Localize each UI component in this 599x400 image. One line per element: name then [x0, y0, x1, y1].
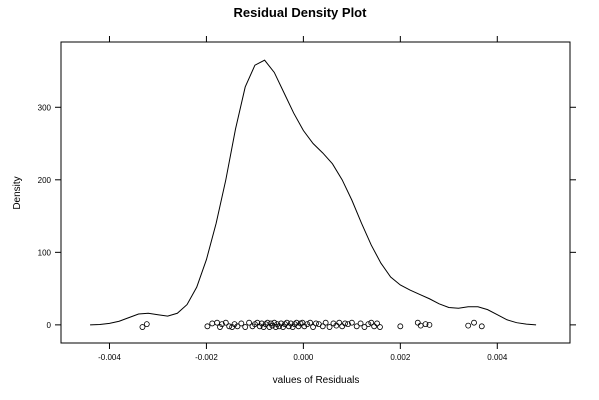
rug-point — [322, 319, 329, 326]
density-curve — [90, 59, 537, 326]
rug-point — [266, 324, 273, 330]
rug-point — [426, 321, 433, 328]
x-tick-label: 0.002 — [390, 353, 411, 362]
rug-point — [319, 323, 326, 330]
rug-points — [139, 319, 485, 330]
rug-point — [222, 319, 229, 326]
rug-point — [313, 320, 319, 327]
rug-point — [353, 323, 360, 330]
rug-point — [478, 323, 485, 330]
chart-title: Residual Density Plot — [234, 5, 368, 20]
y-tick-label: 200 — [38, 176, 52, 185]
x-tick-label: -0.004 — [98, 353, 121, 362]
rug-point — [365, 321, 372, 328]
rug-point — [333, 322, 340, 329]
rug-point — [209, 320, 216, 327]
rug-point — [139, 324, 146, 330]
x-tick-label: 0.004 — [487, 353, 508, 362]
rug-point — [342, 320, 348, 327]
rug-point — [272, 324, 279, 330]
rug-point — [289, 324, 296, 330]
x-tick-label: -0.002 — [195, 353, 218, 362]
rug-point — [368, 319, 375, 326]
y-tick-label: 300 — [38, 103, 52, 112]
rug-point — [285, 323, 292, 330]
rug-point — [417, 322, 424, 329]
rug-point — [217, 324, 223, 330]
rug-point — [242, 324, 249, 330]
rug-point — [260, 324, 267, 330]
rug-point — [397, 323, 404, 330]
rug-point — [326, 324, 333, 330]
rug-point — [143, 321, 150, 328]
rug-point — [256, 323, 263, 330]
rug-point — [307, 319, 314, 326]
rug-point — [336, 319, 343, 326]
rug-point — [345, 321, 351, 328]
rug-point — [295, 323, 302, 330]
rug-point — [246, 319, 252, 326]
rug-point — [310, 324, 316, 330]
rug-point — [377, 324, 383, 330]
rug-point — [348, 319, 355, 326]
plot-frame — [60, 41, 571, 344]
rug-point — [357, 320, 364, 327]
rug-point — [339, 323, 346, 330]
rug-point — [414, 319, 421, 326]
rug-point — [276, 323, 283, 330]
rug-point — [374, 320, 380, 327]
x-tick-label: 0.000 — [293, 353, 314, 362]
rug-point — [361, 324, 368, 330]
rug-point — [280, 324, 286, 330]
rug-point — [226, 323, 233, 330]
y-axis-label: Density — [12, 176, 23, 209]
rug-point — [219, 321, 225, 328]
rug-point — [371, 323, 378, 330]
y-axis: 0 100 200 300 — [38, 103, 576, 330]
rug-point — [204, 323, 211, 330]
x-axis: -0.004 -0.002 0.000 0.002 0.004 — [98, 36, 508, 362]
y-tick-label: 0 — [47, 321, 52, 330]
rug-point — [304, 321, 311, 328]
y-tick-label: 100 — [38, 248, 52, 257]
rug-point — [465, 322, 472, 329]
rug-point — [471, 319, 477, 326]
rug-point — [422, 321, 429, 328]
rug-point — [238, 320, 245, 327]
rug-point — [234, 323, 241, 330]
x-axis-label: values of Residuals — [273, 375, 360, 386]
